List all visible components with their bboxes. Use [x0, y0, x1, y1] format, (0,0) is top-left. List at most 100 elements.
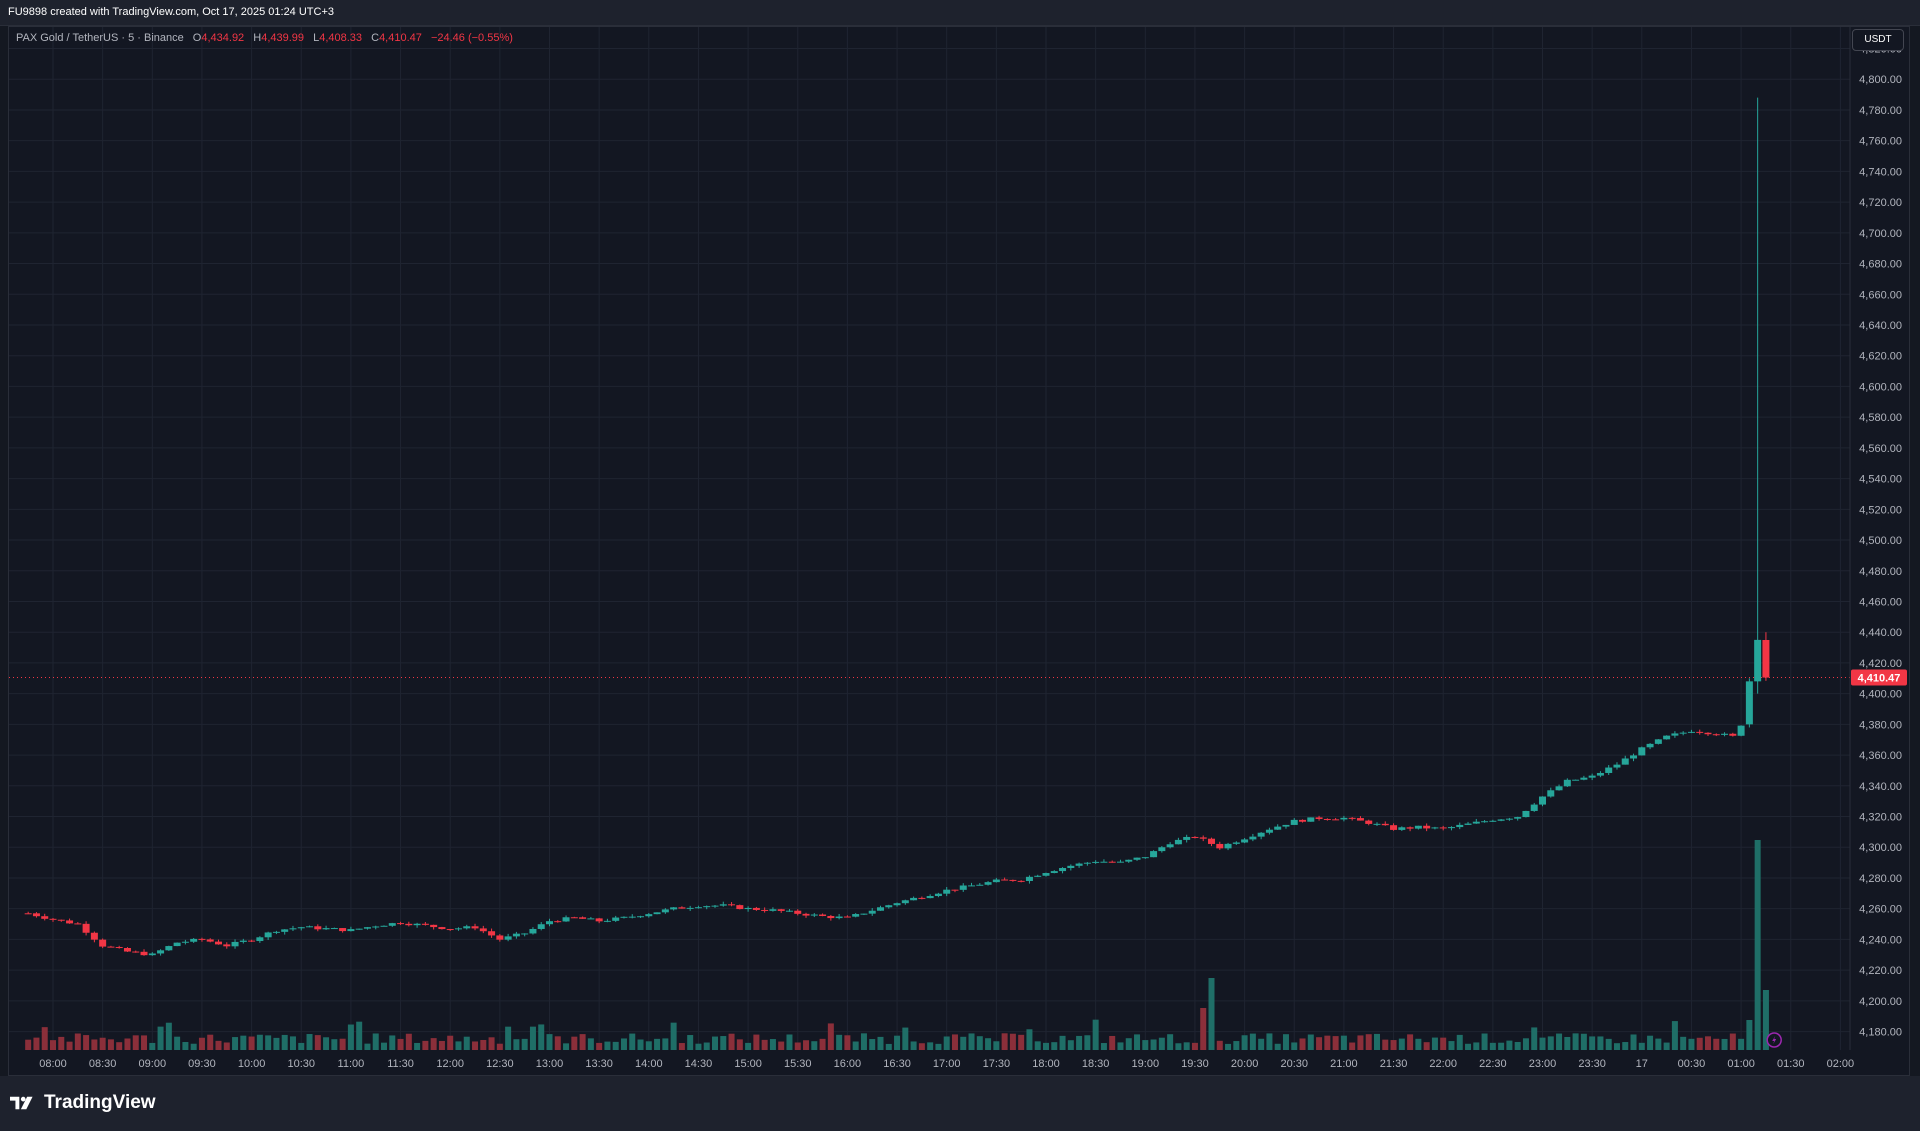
price-tick-label: 4,780.00 — [1859, 105, 1902, 117]
volume-bar — [372, 1033, 379, 1050]
candle-body — [579, 917, 587, 919]
time-tick-label: 16:00 — [834, 1058, 862, 1070]
candle-body — [215, 941, 222, 945]
candle-body — [562, 917, 570, 922]
volume-bar — [720, 1036, 727, 1050]
volume-bar — [438, 1040, 445, 1050]
candle-body — [90, 932, 98, 940]
volume-bar — [1473, 1042, 1480, 1050]
volume-bar — [157, 1026, 164, 1050]
candle-body — [595, 918, 603, 922]
volume-bar — [1539, 1037, 1546, 1050]
candle-body — [1671, 733, 1679, 736]
candle-body — [181, 941, 189, 943]
candle-body — [1356, 818, 1364, 821]
volume-bar — [1191, 1042, 1198, 1050]
candle-body — [1108, 861, 1116, 863]
volume-bar — [1076, 1035, 1083, 1050]
candle-body — [1125, 859, 1133, 862]
volume-bar — [662, 1038, 669, 1050]
price-tick-label: 4,680.00 — [1859, 259, 1902, 271]
candle-body — [744, 907, 752, 910]
volume-bar — [1018, 1034, 1025, 1050]
volume-bar — [927, 1042, 934, 1050]
candle-body — [1679, 732, 1687, 734]
candle-body — [1745, 681, 1753, 725]
brand-name: TradingView — [44, 1092, 156, 1113]
volume-bar — [1357, 1035, 1364, 1050]
candle-body — [190, 938, 198, 942]
price-tick-label: 4,720.00 — [1859, 197, 1902, 209]
currency-button[interactable]: USDT — [1852, 29, 1904, 51]
candle-body — [488, 931, 496, 936]
candle-body — [1059, 868, 1067, 872]
candle-body — [1472, 821, 1480, 824]
volume-bar — [141, 1035, 148, 1050]
time-tick-label: 19:00 — [1132, 1058, 1160, 1070]
time-tick-label: 20:30 — [1280, 1058, 1308, 1070]
candle-body — [405, 923, 413, 926]
chart-pane[interactable] — [8, 26, 1910, 1076]
candle-body — [752, 907, 760, 910]
volume-bar — [1009, 1033, 1016, 1050]
volume-bar — [414, 1042, 421, 1050]
candle-body — [719, 904, 727, 906]
candle-body — [1150, 851, 1158, 858]
low-label: L — [313, 32, 320, 44]
candle-body — [620, 916, 628, 918]
candle-body — [1083, 862, 1091, 864]
volume-bar — [819, 1038, 826, 1050]
volume-bar — [1713, 1038, 1720, 1050]
candle-body — [637, 916, 645, 918]
top-bar: FU9898 created with TradingView.com, Oct… — [0, 0, 1920, 26]
volume-bar — [488, 1037, 495, 1050]
candle-body — [49, 918, 57, 920]
candle-body — [140, 951, 148, 956]
candle-body — [537, 924, 545, 929]
tradingview-brand[interactable]: TradingView — [10, 1092, 156, 1114]
volume-bar — [546, 1034, 553, 1050]
volume-bar — [1134, 1034, 1141, 1050]
volume-bar — [1349, 1042, 1356, 1050]
candle-body — [148, 953, 156, 956]
candle-body — [843, 916, 851, 918]
candle-body — [231, 941, 239, 947]
volume-bar — [902, 1027, 909, 1050]
volume-bar — [1630, 1034, 1637, 1050]
volume-bar — [1067, 1040, 1074, 1050]
volume-bar — [331, 1039, 338, 1050]
price-tick-label: 4,220.00 — [1859, 965, 1902, 977]
candle-body — [1191, 836, 1199, 838]
price-tick-label: 4,180.00 — [1859, 1027, 1902, 1039]
volume-bar — [786, 1034, 793, 1050]
candle-body — [132, 951, 140, 953]
candle-body — [82, 923, 90, 933]
candle-body — [1390, 825, 1398, 830]
price-tick-label: 4,460.00 — [1859, 596, 1902, 608]
candle-body — [794, 910, 802, 914]
volume-bar — [265, 1035, 272, 1050]
candle-body — [1208, 838, 1215, 844]
candle-body — [123, 948, 131, 952]
volume-bar — [1597, 1036, 1604, 1050]
candle-body — [521, 933, 529, 935]
volume-bar — [1274, 1043, 1281, 1050]
candle-body — [1323, 818, 1331, 820]
volume-bar — [273, 1037, 280, 1050]
volume-bar — [1109, 1035, 1116, 1050]
candle-body — [901, 900, 909, 904]
high-label: H — [253, 32, 262, 44]
volume-bar — [25, 1039, 32, 1050]
candle-body — [1514, 817, 1522, 819]
candle-body — [1729, 733, 1737, 736]
candle-body — [785, 910, 793, 912]
volume-bar — [1051, 1042, 1058, 1050]
volume-bar — [728, 1033, 735, 1050]
volume-bar — [803, 1040, 810, 1050]
time-tick-label: 13:30 — [585, 1058, 613, 1070]
volume-bar — [447, 1035, 454, 1050]
volume-bar — [596, 1042, 603, 1050]
price-tick-label: 4,620.00 — [1859, 351, 1902, 363]
low-value: 4,408.33 — [319, 32, 363, 44]
